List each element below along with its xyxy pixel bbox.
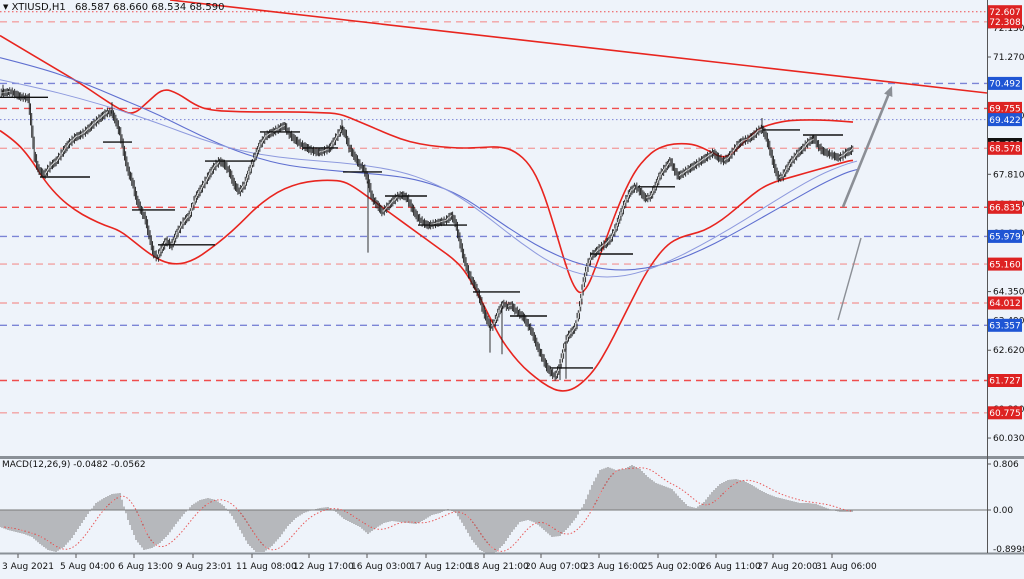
price-axis-label: 72.130 <box>993 24 1024 34</box>
up-arrow-line-secondary[interactable] <box>837 237 862 321</box>
price-badge-61.727 <box>988 374 1022 387</box>
price-badge-label: 60.775 <box>989 409 1021 419</box>
price-badge-label: 61.727 <box>989 377 1021 387</box>
time-axis-label: 3 Aug 2021 <box>2 562 54 572</box>
time-axis-label: 27 Aug 20:00 <box>757 562 818 572</box>
moving-average-line-2[interactable] <box>0 79 858 278</box>
time-axis-label: 6 Aug 13:00 <box>118 562 173 572</box>
price-badge-label: 63.357 <box>989 321 1021 331</box>
price-badge-label: 69.422 <box>989 116 1021 126</box>
price-badge-label: 66.835 <box>989 204 1021 214</box>
price-badge-label: 69.755 <box>989 105 1021 115</box>
price-badge-65.979 <box>988 229 1022 243</box>
time-axis-label: 25 Aug 02:00 <box>642 562 703 572</box>
price-badge-label: 65.979 <box>989 233 1021 243</box>
time-axis-label: 26 Aug 11:00 <box>700 562 761 572</box>
price-badge-63.357 <box>988 318 1022 332</box>
symbol-dropdown-icon[interactable]: ▼ <box>3 3 9 11</box>
time-axis-label: 17 Aug 12:00 <box>410 562 471 572</box>
price-badge-label: 65.160 <box>989 260 1021 270</box>
time-axis-label: 16 Aug 03:00 <box>351 562 412 572</box>
price-axis-label: 67.810 <box>993 170 1024 180</box>
ohlc-values: 68.587 68.660 68.534 68.590 <box>74 2 225 13</box>
time-axis-label: 12 Aug 17:00 <box>293 562 354 572</box>
price-badge-label: 72.607 <box>989 8 1021 18</box>
price-badge-label: 70.492 <box>989 80 1021 90</box>
price-badge-72.607 <box>988 5 1022 19</box>
price-badge-70.492 <box>988 76 1022 90</box>
time-axis-label: 23 Aug 16:00 <box>583 562 644 572</box>
moving-average-line-1[interactable] <box>0 57 858 271</box>
price-badge-64.012 <box>988 296 1022 310</box>
price-badge-60.775 <box>988 406 1022 420</box>
descending-trendline[interactable] <box>169 0 988 94</box>
candle-spike-wicks <box>2 84 814 381</box>
up-arrow-line[interactable] <box>841 92 891 208</box>
price-axis-label: 60.030 <box>993 434 1024 444</box>
price-badge-72.308 <box>988 15 1022 29</box>
chart-title: ▼ XTIUSD,H1 68.587 68.660 68.534 68.590 <box>3 2 224 13</box>
price-badge-66.835 <box>988 200 1022 214</box>
time-axis-label: 18 Aug 21:00 <box>468 562 529 572</box>
price-badge-65.160 <box>988 257 1022 271</box>
up-arrow-head <box>884 86 893 97</box>
macd-axis-top-label: 0.806 <box>993 460 1019 470</box>
macd-histogram[interactable] <box>0 465 853 554</box>
symbol-timeframe-label: XTIUSD,H1 <box>11 2 66 13</box>
macd-indicator-label: MACD(12,26,9) -0.0482 -0.0562 <box>2 460 146 470</box>
macd-axis-bottom-label: -0.8998 <box>993 545 1024 555</box>
price-badge-69.755 <box>988 101 1022 115</box>
macd-axis-zero-label: 0.00 <box>993 506 1013 516</box>
time-axis-label: 31 Aug 06:00 <box>816 562 877 572</box>
price-axis-label: 62.620 <box>993 346 1024 356</box>
price-badge-68.578 <box>988 141 1022 155</box>
price-badge-label: 68.578 <box>989 144 1021 154</box>
lower-band-line[interactable] <box>0 129 854 392</box>
time-axis-label: 9 Aug 23:01 <box>177 562 232 572</box>
price-axis-label: 64.350 <box>993 288 1024 298</box>
price-badge-label: 72.308 <box>989 18 1021 28</box>
price-badge-label: 64.012 <box>989 299 1021 309</box>
price-badge-69.422 <box>988 113 1022 127</box>
time-axis-label: 5 Aug 04:00 <box>60 562 115 572</box>
price-axis-label: 71.270 <box>993 53 1024 63</box>
time-axis-label: 20 Aug 07:00 <box>525 562 586 572</box>
time-axis-label: 11 Aug 08:00 <box>236 562 297 572</box>
